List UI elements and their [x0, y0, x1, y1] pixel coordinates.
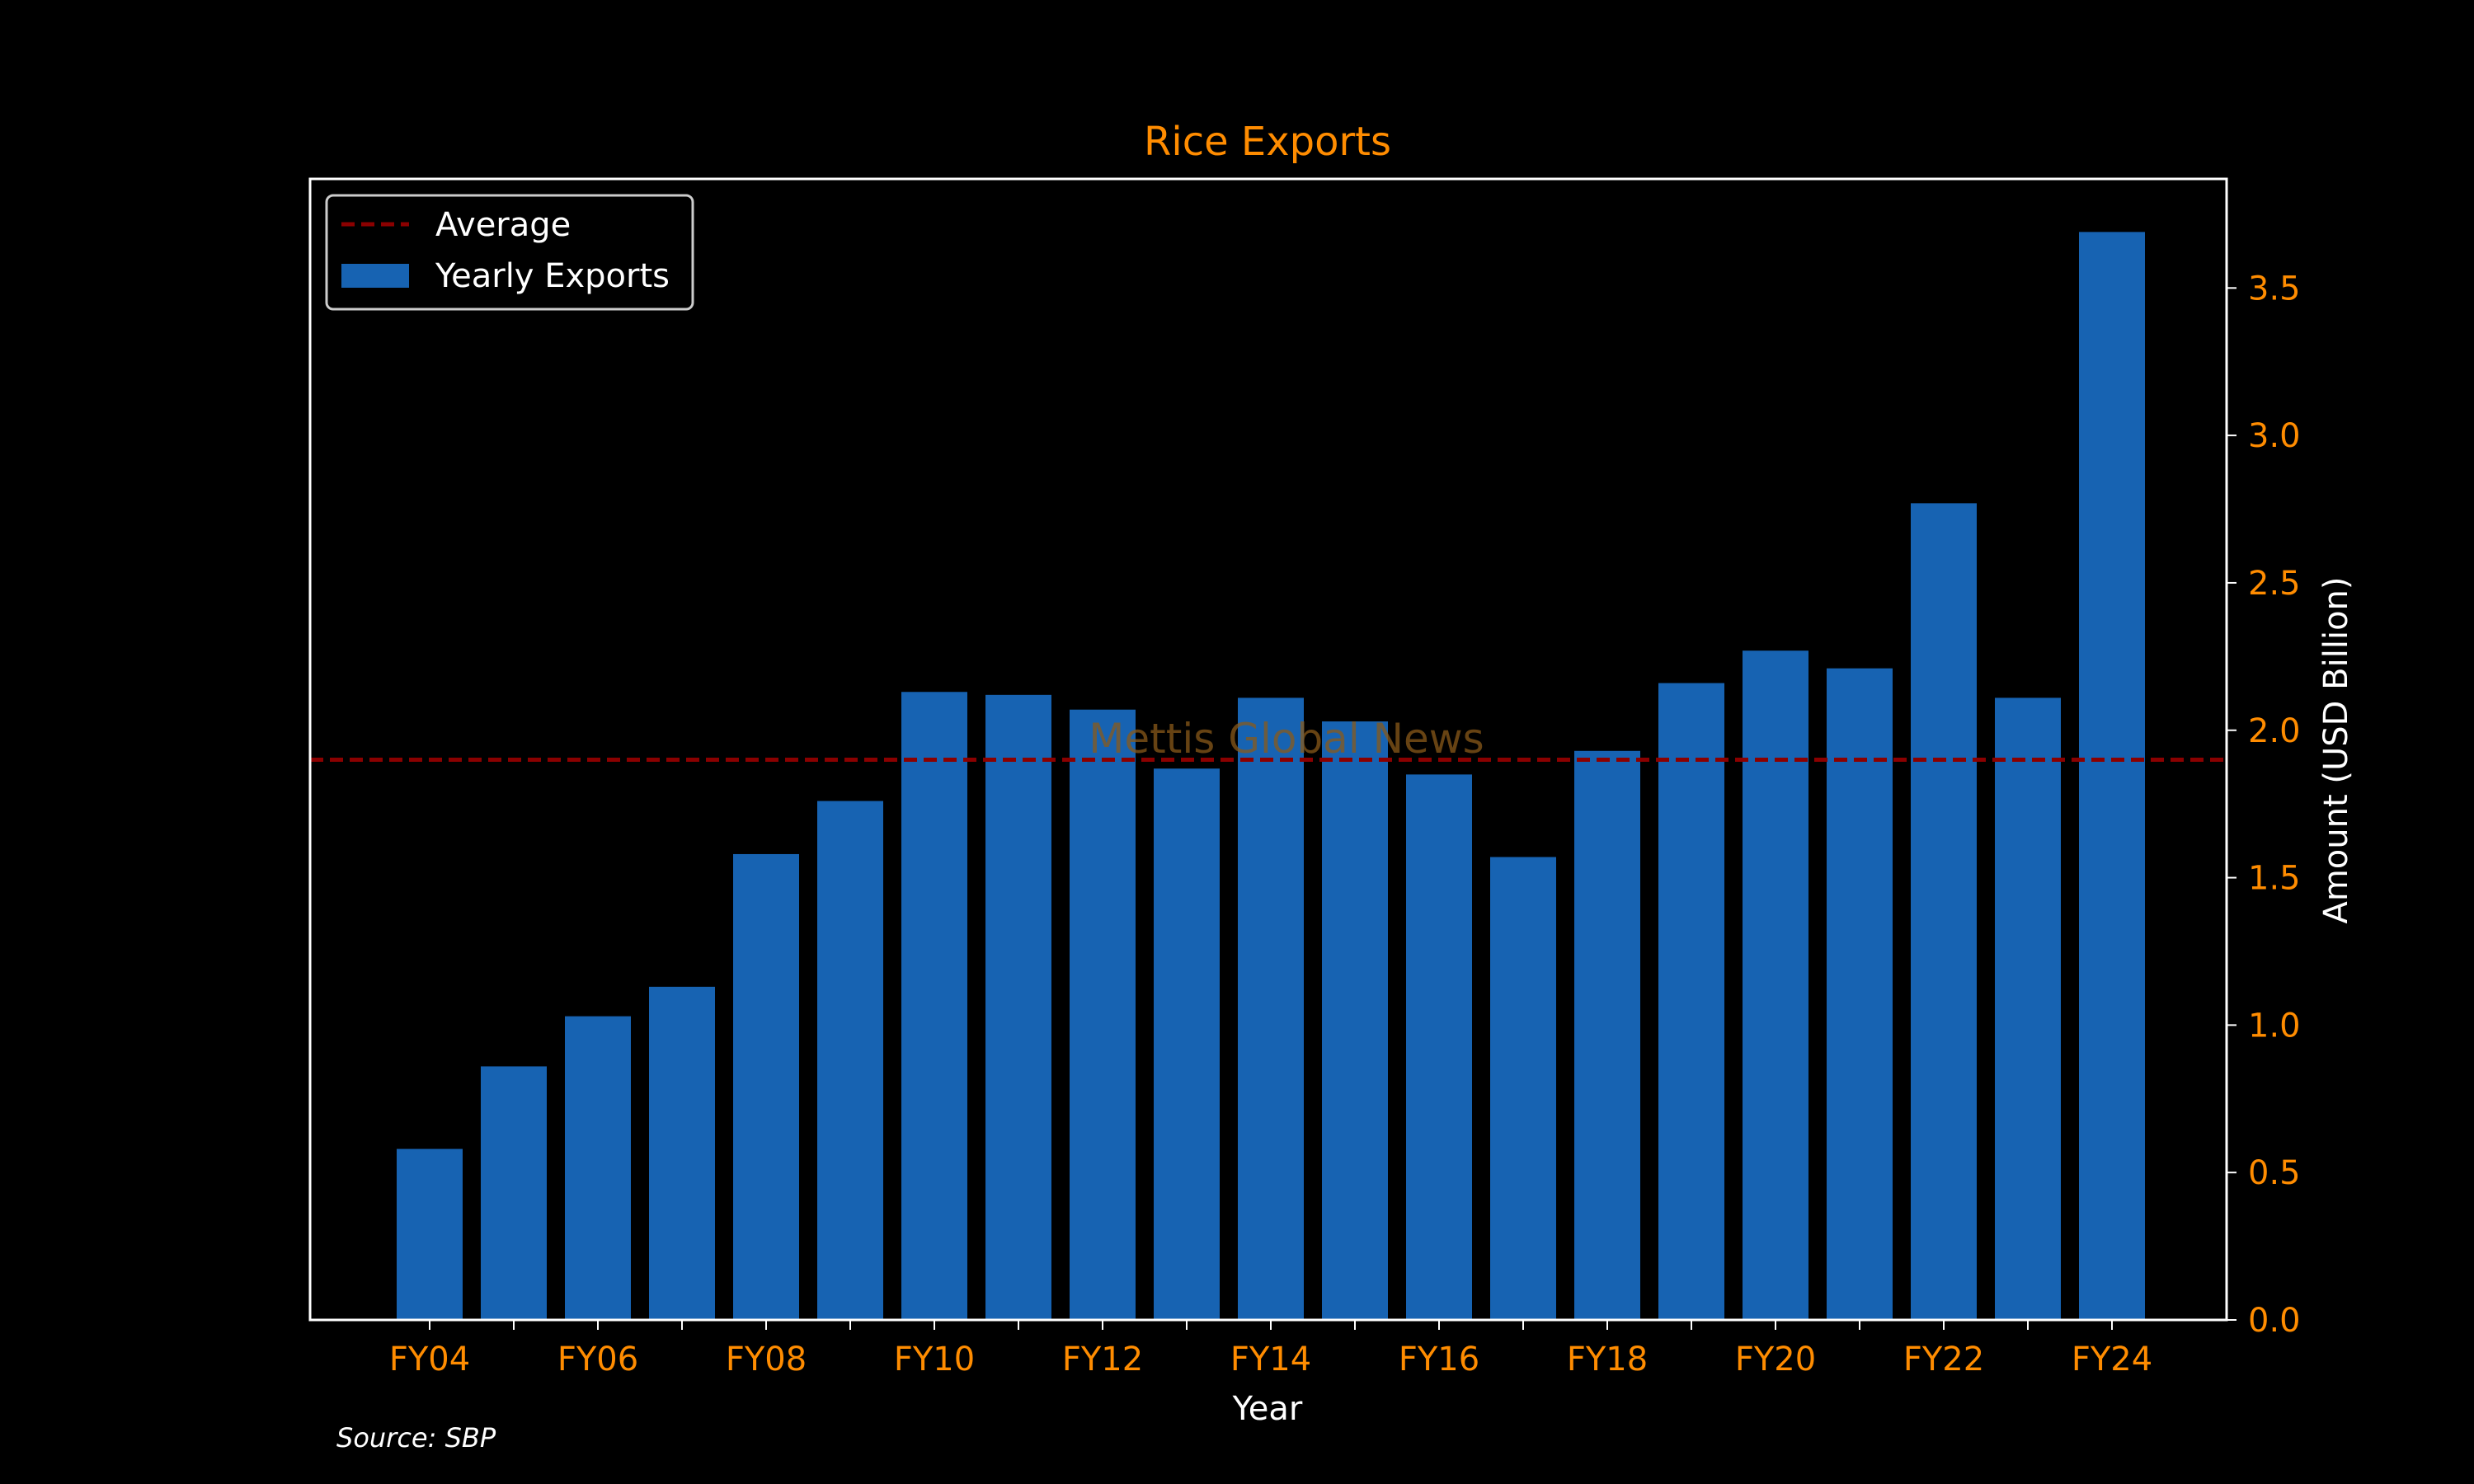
chart-title: Rice Exports	[1144, 119, 1391, 165]
y-tick-label: 2.0	[2248, 712, 2301, 750]
x-tick-label: FY20	[1735, 1341, 1816, 1378]
bar-fy19	[1658, 683, 1724, 1320]
legend: Average Yearly Exports	[325, 194, 694, 311]
bar-fy12	[1070, 709, 1136, 1320]
x-axis-ticks: FY04 FY06 FY08 FY10 FY12 FY14 FY16 FY18 FY20 FY22…	[389, 1320, 2152, 1378]
bar-fy06	[565, 1016, 631, 1320]
y-tick-label: 0.5	[2248, 1154, 2301, 1192]
bar-fy18	[1574, 750, 1640, 1320]
bar-fy11	[985, 694, 1051, 1320]
y-axis-label: Amount (USD Billion)	[2317, 576, 2355, 923]
x-tick-label: FY14	[1230, 1341, 1311, 1378]
bar-fy21	[1827, 668, 1893, 1320]
bar-fy09	[817, 801, 883, 1320]
x-tick-label: FY06	[557, 1341, 638, 1378]
source-note: Source: SBP	[336, 1422, 496, 1453]
legend-yearly-exports-label: Yearly Exports	[435, 257, 670, 295]
bar-fy22	[1911, 503, 1977, 1320]
bar-fy08	[733, 853, 799, 1320]
y-tick-label: 1.0	[2248, 1007, 2301, 1045]
x-axis-label: Year	[1232, 1390, 1303, 1428]
y-tick-label: 3.0	[2248, 417, 2301, 455]
bar-fy10	[901, 692, 967, 1320]
y-tick-label: 0.0	[2248, 1302, 2301, 1340]
bar-fy04	[397, 1148, 463, 1320]
bar-fy24	[2079, 232, 2145, 1321]
bar-fy05	[481, 1066, 547, 1320]
bar-fy17	[1490, 857, 1556, 1320]
legend-average-label: Average	[435, 206, 571, 244]
bar-fy13	[1154, 768, 1220, 1320]
x-tick-label: FY18	[1567, 1341, 1648, 1378]
x-tick-label: FY10	[894, 1341, 975, 1378]
legend-box	[325, 194, 694, 311]
bar-fy14	[1238, 697, 1304, 1320]
x-tick-label: FY12	[1062, 1341, 1143, 1378]
bar-fy15	[1322, 721, 1388, 1320]
y-tick-label: 3.5	[2248, 270, 2301, 308]
x-tick-label: FY16	[1399, 1341, 1479, 1378]
y-tick-label: 1.5	[2248, 860, 2301, 898]
legend-yearly-exports-swatch	[341, 264, 409, 288]
bar-fy20	[1743, 650, 1808, 1320]
bar-fy07	[649, 986, 715, 1320]
x-tick-label: FY22	[1903, 1341, 1984, 1378]
bars-group	[397, 232, 2145, 1321]
x-tick-label: FY08	[726, 1341, 807, 1378]
bar-fy16	[1406, 774, 1472, 1320]
watermark: Mettis Global News	[1089, 715, 1484, 763]
plot-frame	[308, 177, 2228, 1322]
x-tick-label: FY04	[389, 1341, 470, 1378]
y-axis-ticks: 0.0 0.5 1.0 1.5 2.0 2.5 3.0 3.5	[2227, 270, 2301, 1340]
y-tick-label: 2.5	[2248, 565, 2301, 603]
bar-fy23	[1995, 697, 2061, 1320]
x-tick-label: FY24	[2072, 1341, 2152, 1378]
